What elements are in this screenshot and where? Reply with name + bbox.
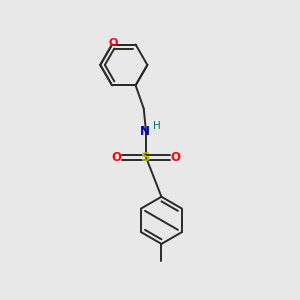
Text: O: O xyxy=(108,38,118,48)
Text: O: O xyxy=(170,151,181,164)
Text: O: O xyxy=(112,151,122,164)
Text: N: N xyxy=(140,125,149,138)
Text: S: S xyxy=(141,151,151,164)
Text: H: H xyxy=(153,121,160,131)
